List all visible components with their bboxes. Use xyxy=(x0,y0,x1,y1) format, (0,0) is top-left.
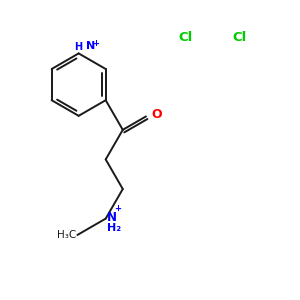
Text: N: N xyxy=(86,41,95,51)
Text: H₂: H₂ xyxy=(107,223,121,233)
Text: Cl: Cl xyxy=(232,31,246,44)
Text: H₃C: H₃C xyxy=(57,230,76,240)
Text: H: H xyxy=(75,42,83,52)
Text: O: O xyxy=(151,109,162,122)
Text: +: + xyxy=(115,204,122,213)
Text: Cl: Cl xyxy=(178,31,193,44)
Text: +: + xyxy=(92,39,99,48)
Text: N: N xyxy=(107,211,117,224)
